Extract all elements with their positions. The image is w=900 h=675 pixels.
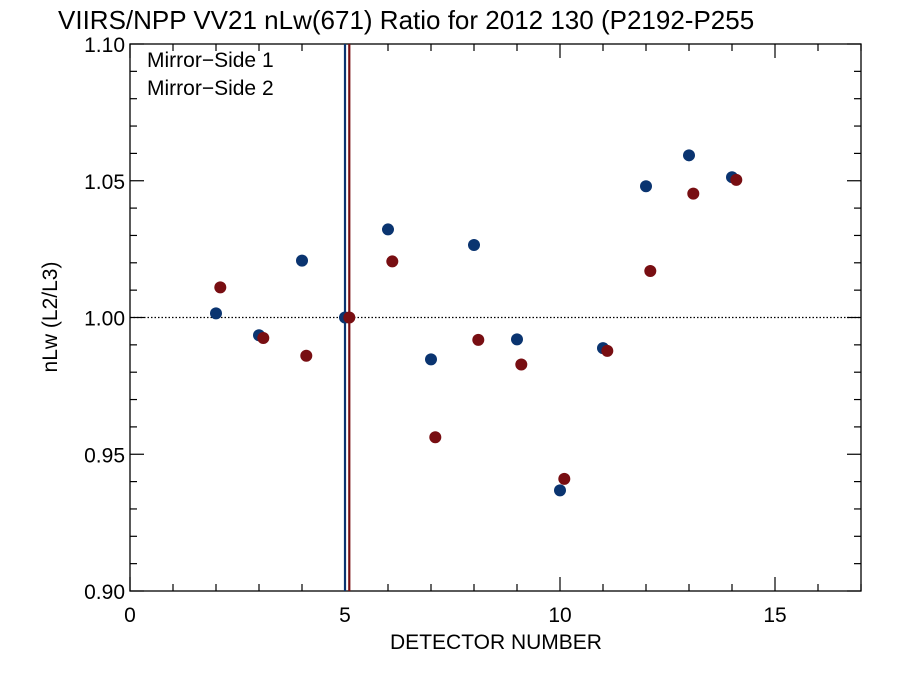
x-axis-label: DETECTOR NUMBER bbox=[390, 631, 602, 654]
x-tick-label: 15 bbox=[763, 604, 786, 627]
x-tick-label: 5 bbox=[339, 604, 351, 627]
mirror-side-2-point bbox=[644, 265, 657, 278]
y-tick-label: 0.90 bbox=[84, 581, 125, 604]
mirror-side-1-point bbox=[210, 307, 222, 320]
mirror-side-1-point bbox=[425, 353, 437, 366]
x-tick-labels: 0 5 10 15 bbox=[124, 604, 787, 627]
mirror-side-1-point bbox=[468, 239, 480, 252]
mirror-side-1-point bbox=[511, 333, 523, 346]
mirror-side-1-point bbox=[683, 149, 695, 162]
legend: Mirror−Side 1 Mirror−Side 2 bbox=[147, 49, 274, 100]
chart-title: VIIRS/NPP VV21 nLw(671) Ratio for 2012 1… bbox=[58, 5, 754, 35]
y-tick-label: 0.95 bbox=[84, 444, 125, 467]
mirror-side-2-point bbox=[515, 358, 528, 371]
mirror-side-2-point bbox=[472, 333, 485, 346]
mirror-side-2-point bbox=[343, 311, 356, 324]
mirror-side-1-point bbox=[296, 254, 308, 267]
mirror-side-1-point bbox=[640, 180, 652, 193]
y-tick-label: 1.05 bbox=[84, 171, 125, 194]
y-tick-labels: 0.90 0.95 1.00 1.05 1.10 bbox=[84, 34, 125, 604]
mirror-side-2-point bbox=[300, 349, 313, 362]
x-tick-label: 0 bbox=[124, 604, 136, 627]
mirror-side-2-point bbox=[429, 431, 442, 444]
legend-mirror-side-1: Mirror−Side 1 bbox=[147, 49, 274, 72]
x-tick-label: 10 bbox=[548, 604, 571, 627]
y-axis-label: nLw (L2/L3) bbox=[39, 262, 62, 373]
data-points bbox=[210, 149, 743, 497]
mirror-side-2-point bbox=[687, 187, 700, 200]
mirror-side-2-point bbox=[386, 255, 399, 268]
mirror-side-2-point bbox=[558, 472, 571, 485]
mirror-side-1-point bbox=[554, 484, 566, 497]
mirror-side-2-point bbox=[730, 173, 743, 186]
y-tick-label: 1.00 bbox=[84, 308, 125, 331]
mirror-side-2-point bbox=[214, 281, 227, 294]
y-tick-label: 1.10 bbox=[84, 34, 125, 57]
mirror-side-2-point bbox=[257, 332, 270, 345]
mirror-side-1-point bbox=[382, 223, 394, 236]
legend-mirror-side-2: Mirror−Side 2 bbox=[147, 77, 274, 100]
mirror-side-2-point bbox=[601, 344, 614, 357]
